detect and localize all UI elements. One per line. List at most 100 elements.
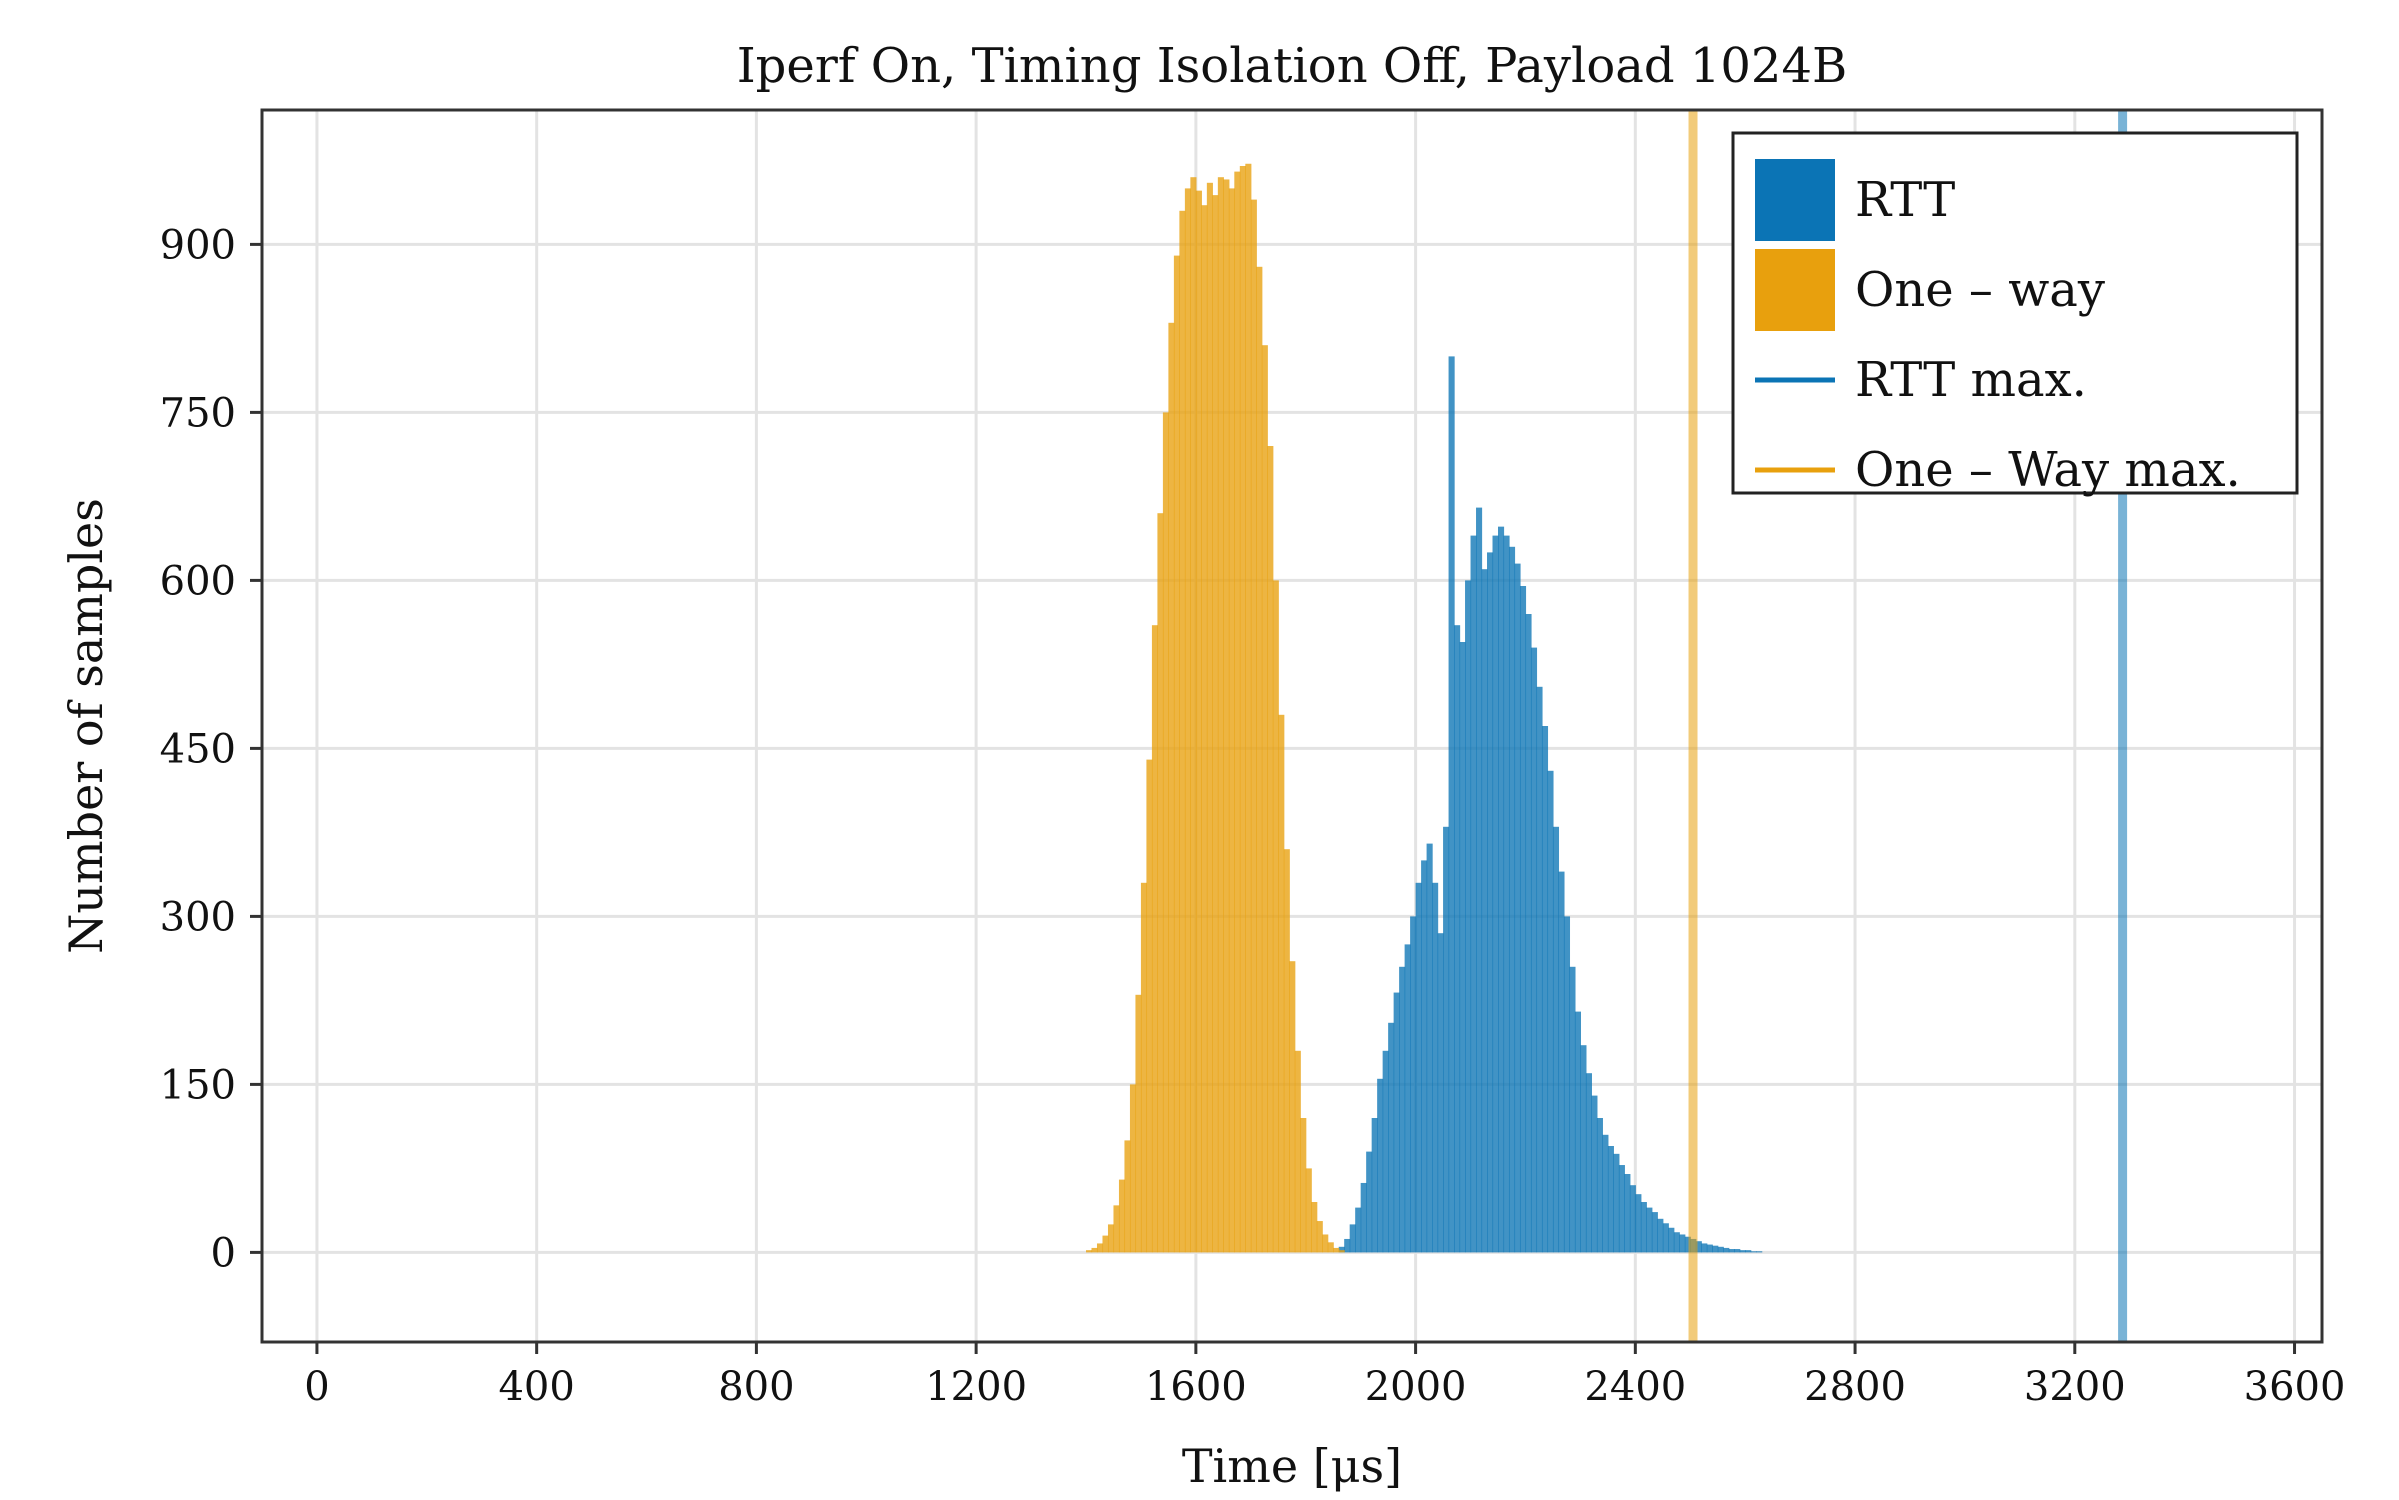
histogram-bar: [1305, 1168, 1312, 1253]
histogram-bar: [1503, 535, 1510, 1253]
histogram-bar: [1168, 322, 1175, 1253]
histogram-bar: [1712, 1245, 1719, 1253]
legend-swatch: [1755, 159, 1835, 241]
histogram-bar: [1563, 916, 1571, 1253]
histogram-bar: [1377, 1078, 1384, 1253]
histogram-bar: [1129, 1084, 1137, 1253]
histogram-bar: [1585, 1073, 1592, 1253]
histogram-bar: [1283, 849, 1290, 1253]
x-tick-label: 3600: [2244, 1364, 2346, 1410]
histogram-bar: [1525, 614, 1532, 1253]
histogram-bar: [1333, 1247, 1340, 1253]
histogram-bar: [1580, 1045, 1587, 1253]
histogram-bar: [1195, 190, 1202, 1253]
histogram-bar: [1190, 177, 1197, 1253]
histogram-bar: [1514, 563, 1521, 1253]
x-tick-label: 1200: [925, 1364, 1027, 1410]
histogram-bar: [1256, 266, 1263, 1253]
histogram-bar: [1519, 586, 1527, 1253]
legend-swatch: [1755, 249, 1835, 331]
histogram-bar: [1728, 1249, 1735, 1253]
y-tick-label: 750: [160, 390, 236, 436]
legend-label: One – way: [1855, 262, 2105, 318]
histogram-bar: [1662, 1223, 1669, 1253]
histogram-bar: [1300, 1118, 1307, 1253]
histogram-bar: [1448, 356, 1455, 1253]
histogram-bar: [1322, 1234, 1329, 1253]
histogram-bar: [1437, 933, 1444, 1253]
histogram-bar: [1371, 1118, 1378, 1253]
histogram-bar: [1201, 205, 1208, 1253]
histogram-bar: [1591, 1095, 1598, 1253]
histogram-bar: [1289, 961, 1296, 1253]
histogram-bar: [1426, 843, 1433, 1253]
histogram-bars: [1086, 163, 1763, 1253]
histogram-bar: [1574, 1011, 1581, 1253]
histogram-bar: [1349, 1224, 1356, 1253]
histogram-bar: [1750, 1251, 1757, 1253]
histogram-bar: [1228, 188, 1235, 1253]
histogram-bar: [1701, 1243, 1708, 1253]
histogram-bar: [1399, 966, 1406, 1253]
y-tick-label: 0: [211, 1230, 236, 1276]
histogram-bar: [1338, 1246, 1345, 1253]
histogram-bar: [1311, 1202, 1318, 1253]
x-tick-label: 400: [498, 1364, 574, 1410]
histogram-bar: [1734, 1249, 1741, 1253]
y-tick-label: 450: [160, 726, 236, 772]
x-tick-label: 3200: [2024, 1364, 2126, 1410]
histogram-bar: [1607, 1146, 1614, 1253]
histogram-bar: [1272, 580, 1279, 1253]
histogram-bar: [1179, 210, 1186, 1253]
histogram-bar: [1465, 580, 1472, 1253]
histogram-bar: [1651, 1212, 1658, 1253]
histogram-bar: [1596, 1118, 1603, 1253]
histogram-bar: [1624, 1174, 1631, 1253]
histogram-bar: [1629, 1185, 1636, 1253]
histogram-bar: [1454, 625, 1461, 1253]
histogram-bar: [1723, 1247, 1730, 1253]
x-tick-label: 800: [718, 1364, 794, 1410]
histogram-bar: [1086, 1250, 1093, 1253]
histogram-bar: [1530, 647, 1538, 1253]
histogram-bar: [1695, 1241, 1702, 1253]
series-rtt: [1338, 356, 1763, 1253]
histogram-bar: [1536, 686, 1543, 1253]
histogram-bar: [1250, 199, 1257, 1253]
histogram-bar: [1476, 507, 1483, 1253]
histogram-bar: [1470, 535, 1477, 1253]
histogram-bar: [1217, 177, 1224, 1253]
histogram-bar: [1267, 446, 1274, 1253]
histogram-bar: [1487, 552, 1494, 1253]
histogram-bar: [1640, 1202, 1647, 1253]
histogram-bar: [1459, 642, 1466, 1253]
histogram-bar: [1547, 770, 1554, 1253]
x-axis-label: Time [μs]: [1182, 1439, 1402, 1493]
histogram-bar: [1618, 1165, 1625, 1253]
histogram-bar: [1316, 1221, 1323, 1253]
histogram-bar: [1157, 513, 1164, 1253]
x-tick-label: 2400: [1584, 1364, 1686, 1410]
y-axis-label: Number of samples: [59, 498, 113, 954]
histogram-bar: [1673, 1232, 1680, 1253]
histogram-bar: [1245, 163, 1252, 1253]
histogram-bar: [1404, 944, 1411, 1253]
x-tick-label: 0: [304, 1364, 329, 1410]
histogram-bar: [1602, 1134, 1609, 1253]
histogram-bar: [1294, 1050, 1301, 1253]
histogram-bar: [1091, 1247, 1098, 1253]
histogram-bar: [1415, 882, 1422, 1253]
histogram-bar: [1717, 1246, 1724, 1253]
histogram-bar: [1344, 1238, 1351, 1253]
histogram-bar: [1558, 871, 1565, 1253]
histogram-bar: [1706, 1244, 1713, 1253]
histogram-bar: [1223, 179, 1230, 1253]
grid-lines: [262, 110, 2322, 1342]
histogram-bar: [1118, 1179, 1126, 1253]
histogram-bar: [1410, 916, 1417, 1253]
histogram-bar: [1508, 546, 1516, 1253]
histogram-bar: [1739, 1250, 1746, 1253]
histogram-bar: [1679, 1234, 1686, 1253]
histogram-bar: [1355, 1207, 1362, 1253]
